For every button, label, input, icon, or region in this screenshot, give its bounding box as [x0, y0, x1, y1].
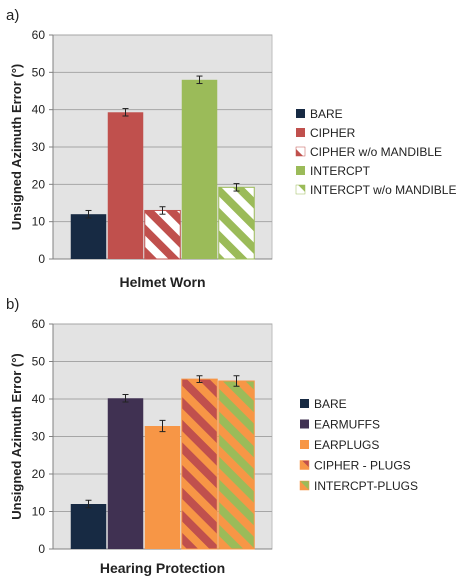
legend-swatch — [300, 399, 309, 408]
y-tick-label: 0 — [38, 542, 45, 556]
legend-swatch — [300, 440, 309, 449]
y-tick-label: 50 — [32, 65, 46, 79]
bar-earplugs — [144, 426, 181, 549]
legend-swatch — [295, 184, 306, 195]
y-axis-label: Unsigned Azimuth Error (°) — [9, 64, 24, 231]
y-tick-label: 20 — [32, 177, 46, 191]
legend-swatch — [296, 166, 305, 175]
error-bar — [196, 375, 203, 383]
error-bar — [159, 419, 166, 433]
error-bar — [122, 394, 129, 403]
y-tick-label: 60 — [32, 317, 46, 331]
legend-label: INTERCPT w/o MANDIBLE — [310, 183, 456, 197]
legend-label: BARE — [314, 397, 347, 411]
y-tick-label: 10 — [32, 215, 46, 229]
y-tick-label: 10 — [32, 505, 46, 519]
error-bar — [196, 75, 203, 85]
error-bar — [159, 206, 166, 215]
bar-cipher-w-o-mandible — [144, 209, 181, 260]
legend-swatch — [299, 480, 310, 491]
panel-label: b) — [6, 296, 19, 313]
y-tick-label: 30 — [32, 430, 46, 444]
bar-cipher — [107, 112, 144, 259]
error-bar — [85, 209, 92, 219]
panel-a: a) 0 10 20 30 40 50 60 BARE CIPHER CIPHER w/o MAND… — [6, 7, 456, 290]
bar-bare — [70, 214, 107, 259]
bar-earmuffs — [107, 398, 144, 549]
legend-label: CIPHER w/o MANDIBLE — [310, 145, 442, 159]
legend-label: INTERCPT — [310, 164, 371, 178]
bar-intercpt — [181, 79, 218, 259]
error-bar — [233, 183, 240, 192]
legend-swatch — [299, 460, 310, 470]
y-axis-label: Unsigned Azimuth Error (°) — [9, 353, 24, 520]
legend-label: CIPHER — [310, 126, 356, 140]
legend-swatch — [296, 109, 305, 118]
y-tick-label: 40 — [32, 392, 46, 406]
y-tick-label: 40 — [32, 103, 46, 117]
legend-label: INTERCPT-PLUGS — [314, 479, 418, 493]
legend-label: CIPHER - PLUGS — [314, 459, 411, 473]
legend-swatch — [296, 128, 305, 137]
x-axis-label: Hearing Protection — [100, 560, 225, 576]
legend-swatch — [295, 146, 306, 157]
panel-b: b) 0 10 20 30 40 50 60 BARE EARMUFFS EARPLUGS CIPHE… — [6, 296, 418, 576]
bar-intercpt-w-o-mandible — [218, 186, 255, 260]
bar-cipher-plugs — [181, 378, 218, 550]
x-axis-label: Helmet Worn — [119, 274, 205, 290]
y-tick-label: 30 — [32, 140, 46, 154]
bar-bare — [70, 504, 107, 549]
panel-label: a) — [6, 7, 19, 24]
error-bar — [122, 108, 129, 117]
legend-label: BARE — [310, 107, 343, 121]
bar-intercpt-plugs — [218, 380, 255, 550]
y-tick-label: 20 — [32, 467, 46, 481]
y-tick-label: 60 — [32, 28, 46, 42]
legend-swatch — [300, 419, 309, 429]
error-bar — [85, 499, 92, 509]
legend-label: EARPLUGS — [314, 438, 379, 452]
error-bar — [233, 375, 240, 387]
y-tick-label: 50 — [32, 355, 46, 369]
y-tick-label: 0 — [38, 252, 45, 266]
legend-label: EARMUFFS — [314, 418, 380, 432]
